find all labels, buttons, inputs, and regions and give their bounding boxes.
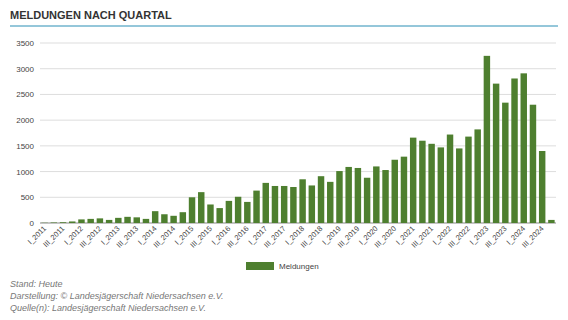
y-tick-label: 3500 <box>16 39 34 48</box>
bar <box>392 160 398 223</box>
bar <box>253 191 259 223</box>
bar <box>410 138 416 223</box>
bar <box>419 141 425 223</box>
bar <box>364 178 370 223</box>
bar <box>87 219 93 223</box>
bar <box>318 176 324 223</box>
x-tick-label: III_2015 <box>188 224 214 250</box>
chart-container: MELDUNGEN NACH QUARTAL 0 500 1000 1500 2000 25… <box>0 0 568 320</box>
bar <box>198 192 204 223</box>
bar <box>78 219 84 223</box>
x-tick-label: III_2019 <box>336 224 362 250</box>
y-tick-label: 2500 <box>16 90 34 99</box>
grid-line <box>40 68 556 69</box>
bar <box>152 211 158 223</box>
bar <box>355 168 361 223</box>
bar <box>521 73 527 223</box>
bar <box>502 103 508 223</box>
chart-svg: MELDUNGEN NACH QUARTAL 0 500 1000 1500 2000 25… <box>0 0 568 320</box>
x-tick-label: III_2016 <box>225 224 251 250</box>
bar <box>465 137 471 223</box>
bar <box>511 78 517 223</box>
bar <box>106 220 112 223</box>
bar <box>336 171 342 223</box>
footer-note: Stand: Heute <box>10 279 63 289</box>
y-tick-label: 3000 <box>16 65 34 74</box>
bar <box>327 182 333 223</box>
bar <box>530 105 536 223</box>
bar <box>548 220 554 223</box>
bar <box>97 218 103 223</box>
bar <box>299 179 305 223</box>
y-tick-label: 2000 <box>16 116 34 125</box>
legend-swatch <box>246 262 274 270</box>
bar <box>447 135 453 223</box>
x-tick-label: III_2024 <box>520 224 546 250</box>
bar <box>69 221 75 223</box>
bar <box>244 202 250 223</box>
bar <box>401 157 407 223</box>
footer-note: Quelle(n): Landesjägerschaft Niedersachs… <box>10 303 206 313</box>
bar <box>281 186 287 223</box>
title: MELDUNGEN NACH QUARTAL <box>10 9 172 21</box>
x-tick-label: III_2011 <box>41 224 66 249</box>
bar <box>539 151 545 223</box>
bar <box>309 185 315 223</box>
bar <box>161 214 167 223</box>
bar <box>235 197 241 223</box>
bar <box>124 217 130 223</box>
bar <box>456 148 462 223</box>
bar <box>207 204 213 223</box>
bar <box>41 222 47 223</box>
x-tick-label: III_2017 <box>262 224 288 250</box>
bar <box>51 222 57 223</box>
bar <box>180 212 186 223</box>
grid-line <box>40 43 556 44</box>
y-tick-label: 1000 <box>16 168 34 177</box>
bar <box>438 147 444 223</box>
bar <box>474 129 480 223</box>
x-tick-label: III_2021 <box>409 224 435 250</box>
bar <box>428 144 434 223</box>
y-tick-label: 500 <box>21 193 35 202</box>
grid-line <box>40 120 556 121</box>
x-tick-label: III_2012 <box>78 224 104 250</box>
bar <box>272 186 278 223</box>
bar <box>170 216 176 223</box>
bar <box>382 170 388 223</box>
bar <box>263 183 269 223</box>
bar <box>345 167 351 223</box>
footer-note: Darstellung: © Landesjägerschaft Nieders… <box>10 291 224 301</box>
bars <box>41 56 554 223</box>
bar <box>226 201 232 223</box>
bar <box>290 187 296 223</box>
bar <box>484 56 490 223</box>
x-tick-label: III_2018 <box>299 224 325 250</box>
bar <box>189 197 195 223</box>
x-tick-label: III_2022 <box>446 224 472 250</box>
bar <box>373 166 379 223</box>
x-tick-label: III_2014 <box>151 224 177 250</box>
bar <box>493 84 499 223</box>
bar <box>60 222 66 223</box>
bar <box>143 219 149 223</box>
x-tick-label: III_2020 <box>373 224 399 250</box>
bar <box>134 217 140 223</box>
y-tick-label: 0 <box>30 219 35 228</box>
grid-line <box>40 94 556 95</box>
x-tick-label: III_2013 <box>115 224 141 250</box>
bar <box>216 208 222 223</box>
x-tick-label: III_2023 <box>483 224 509 250</box>
title-rule <box>10 26 558 27</box>
legend-label: Meldungen <box>279 262 319 271</box>
bar <box>115 218 121 223</box>
y-tick-label: 1500 <box>16 142 34 151</box>
